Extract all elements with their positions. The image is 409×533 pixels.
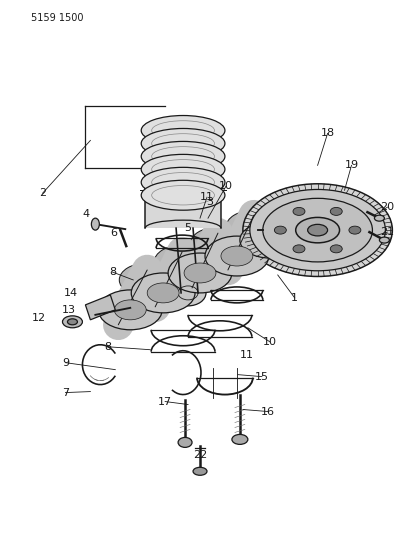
- Ellipse shape: [167, 186, 179, 194]
- Text: 16: 16: [260, 407, 274, 416]
- Ellipse shape: [178, 438, 191, 447]
- Text: 17: 17: [158, 397, 172, 407]
- Text: 9: 9: [62, 358, 69, 368]
- Ellipse shape: [91, 218, 99, 230]
- Ellipse shape: [168, 253, 231, 293]
- Ellipse shape: [62, 316, 82, 328]
- Ellipse shape: [141, 155, 225, 184]
- Ellipse shape: [274, 226, 285, 234]
- Text: 6: 6: [110, 228, 117, 238]
- Ellipse shape: [141, 167, 225, 197]
- Ellipse shape: [242, 184, 391, 277]
- Text: 2: 2: [39, 188, 46, 198]
- Text: 7: 7: [62, 387, 69, 398]
- Text: 10: 10: [218, 181, 232, 191]
- Ellipse shape: [98, 290, 162, 330]
- Text: 10: 10: [262, 337, 276, 347]
- Text: 18: 18: [320, 128, 334, 139]
- Text: 12: 12: [31, 313, 45, 323]
- Ellipse shape: [114, 300, 146, 320]
- Text: 14: 14: [63, 288, 77, 298]
- Ellipse shape: [225, 210, 281, 244]
- Text: 11: 11: [239, 350, 253, 360]
- Ellipse shape: [378, 237, 389, 243]
- Ellipse shape: [131, 273, 195, 313]
- Text: 3: 3: [206, 197, 213, 207]
- Text: 11: 11: [200, 192, 213, 202]
- Text: 19: 19: [344, 160, 358, 171]
- Text: 15: 15: [254, 372, 268, 382]
- Ellipse shape: [348, 226, 360, 234]
- Text: 4: 4: [83, 209, 90, 219]
- Ellipse shape: [307, 224, 327, 236]
- Ellipse shape: [330, 245, 342, 253]
- Text: 5: 5: [184, 223, 191, 233]
- Ellipse shape: [170, 280, 205, 306]
- Ellipse shape: [145, 160, 220, 176]
- Ellipse shape: [295, 217, 339, 243]
- Ellipse shape: [141, 141, 225, 171]
- Ellipse shape: [154, 245, 209, 279]
- Ellipse shape: [292, 207, 304, 215]
- Ellipse shape: [190, 227, 245, 261]
- Text: 20: 20: [380, 202, 393, 212]
- Ellipse shape: [187, 186, 198, 194]
- Polygon shape: [85, 295, 115, 320]
- Text: 1: 1: [290, 293, 297, 303]
- Text: 8: 8: [103, 342, 110, 352]
- Text: 22: 22: [192, 450, 207, 461]
- Text: 8: 8: [108, 267, 116, 277]
- Ellipse shape: [204, 236, 268, 276]
- Ellipse shape: [141, 180, 225, 210]
- Ellipse shape: [141, 116, 225, 146]
- Text: 5159 1500: 5159 1500: [31, 13, 83, 23]
- Bar: [145, 168, 220, 228]
- Ellipse shape: [231, 434, 247, 445]
- Ellipse shape: [239, 222, 299, 258]
- Ellipse shape: [119, 263, 175, 297]
- Text: 21: 21: [380, 227, 393, 237]
- Ellipse shape: [262, 198, 371, 262]
- Ellipse shape: [220, 246, 252, 266]
- Ellipse shape: [141, 128, 225, 158]
- Ellipse shape: [67, 319, 77, 325]
- Ellipse shape: [292, 245, 304, 253]
- Ellipse shape: [147, 283, 179, 303]
- Text: 13: 13: [61, 305, 75, 315]
- Ellipse shape: [254, 231, 284, 249]
- Ellipse shape: [373, 215, 384, 221]
- Ellipse shape: [193, 467, 207, 475]
- Ellipse shape: [330, 207, 342, 215]
- Ellipse shape: [249, 189, 384, 271]
- Ellipse shape: [184, 263, 216, 283]
